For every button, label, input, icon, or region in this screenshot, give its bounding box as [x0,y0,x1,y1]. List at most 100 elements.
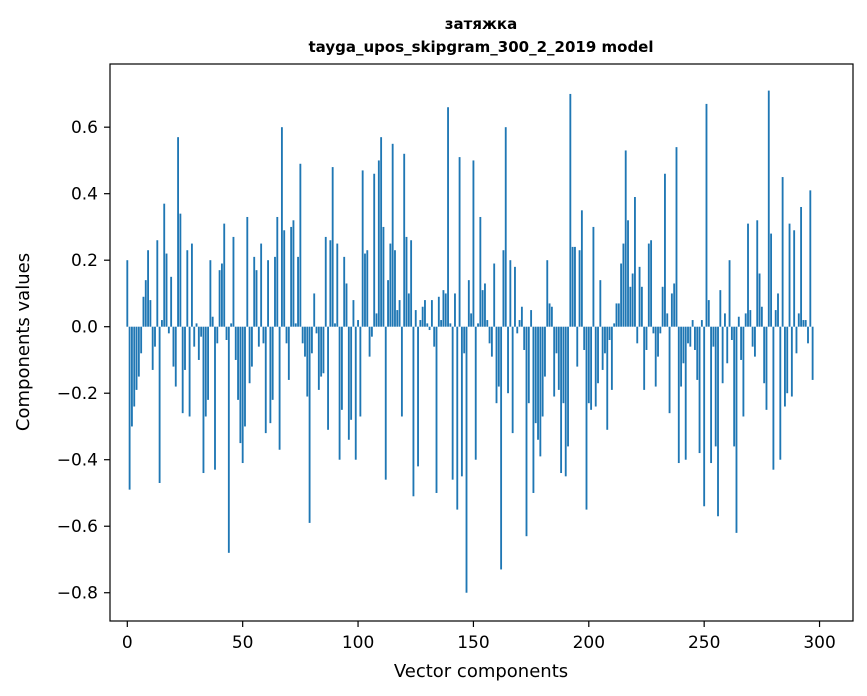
bar [560,326,563,474]
bar [479,216,482,327]
bar [467,280,470,327]
bar [361,170,364,327]
bar [502,250,505,327]
bar [424,300,426,327]
bar [687,326,689,344]
bar [546,260,549,327]
bar [403,153,406,327]
bar [283,230,286,327]
bar [262,326,265,344]
bar [193,326,196,347]
bar [140,326,143,354]
bar [774,310,777,327]
bar [613,323,616,327]
bar [197,326,200,360]
bar [347,326,350,440]
bar [345,283,348,327]
y-tick-label: −0.8 [57,584,98,604]
bar [195,323,198,327]
bar [380,137,383,327]
bar [285,326,288,344]
bar [525,326,528,537]
bar [744,313,747,327]
bar [188,326,191,417]
bar [795,326,798,354]
bar [811,326,814,380]
bar [264,326,267,434]
chart-subtitle: tayga_upos_skipgram_300_2_2019 model [309,38,654,56]
x-tick-label: 0 [122,633,133,653]
bar [324,236,327,327]
bar [592,226,595,327]
bar [322,326,325,374]
bar [747,223,749,327]
bar [151,326,154,370]
bar [419,320,422,327]
bar [220,263,223,327]
bar [472,160,475,327]
bar [375,313,378,327]
bar [786,326,789,394]
bar [306,326,309,397]
bar [278,326,281,450]
bar [719,290,722,327]
bar [126,260,129,327]
bar [190,243,193,327]
bar [509,260,512,327]
bar [204,326,207,417]
bar [562,326,565,404]
bar [317,326,320,390]
bar [200,326,203,337]
bar [442,290,445,327]
bar [629,286,632,327]
bar [218,270,221,327]
bar [338,326,341,460]
bar [253,256,256,327]
y-axis-label: Components values [13,253,34,431]
bar [327,326,329,430]
bar [410,240,413,327]
bar [587,326,590,404]
bar [652,326,655,334]
bar [793,230,796,327]
bar [631,273,634,327]
bar [377,160,380,327]
bar [135,326,138,390]
bar [230,323,233,327]
bar [534,326,537,424]
bar [340,326,343,410]
bar [680,326,683,387]
y-tick-label: −0.6 [57,517,98,537]
bar [756,220,759,327]
bar [576,326,579,367]
bar [638,266,641,327]
bar [186,250,189,327]
bar [170,276,173,327]
bar [772,326,775,470]
bar [433,326,436,347]
bar [597,326,599,384]
bar [456,326,459,510]
bar [359,326,362,417]
bar [398,300,401,327]
bar [447,107,449,327]
bar [184,326,186,370]
x-axis-ticks: 0 50 100 150 200 250 300 [122,621,836,653]
bar [754,326,756,357]
bar [334,323,336,327]
bar [555,326,558,354]
bar [133,326,136,407]
bar [696,326,699,380]
bar [250,326,253,367]
bar [541,326,544,417]
bar [742,326,745,417]
bar [350,326,353,420]
bar [481,290,484,327]
bar [601,326,604,370]
bar [267,260,269,327]
bar [458,157,461,327]
bar [366,250,369,327]
bar [497,326,500,387]
bar [557,326,560,390]
